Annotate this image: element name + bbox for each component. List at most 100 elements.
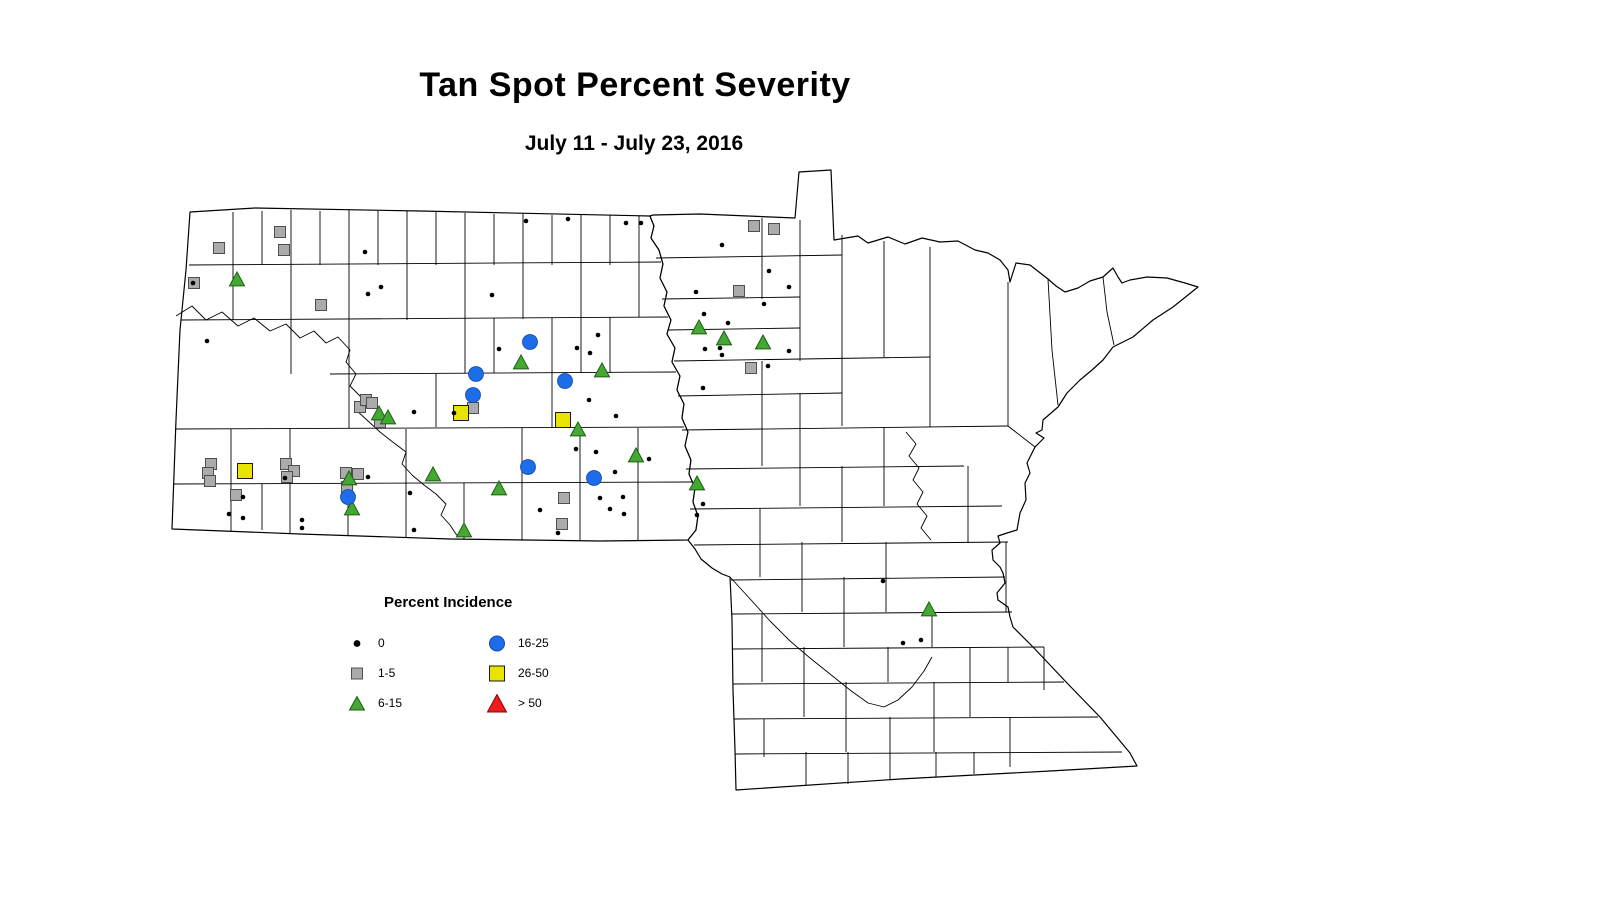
- legend: Percent Incidence 0 1-5 6-15 16-25: [340, 588, 620, 728]
- marker-squares_1_5: [274, 226, 286, 238]
- marker-squares_1_5: [558, 492, 570, 504]
- marker-dots_0: [623, 220, 629, 226]
- marker-squares_1_5: [278, 244, 290, 256]
- marker-squares_26_50: [237, 463, 253, 479]
- marker-triangles_6_15: [512, 353, 530, 370]
- marker-dots_0: [786, 284, 792, 290]
- incidence-1-5-square-icon: [351, 667, 363, 679]
- figure-title: Tan Spot Percent Severity: [419, 66, 851, 104]
- marker-dots_0: [613, 413, 619, 419]
- legend-label: 0: [378, 636, 385, 650]
- marker-squares_1_5: [733, 285, 745, 297]
- north-dakota-counties: [172, 210, 693, 541]
- marker-circles_16_25: [557, 373, 573, 389]
- state-outlines: [171, 169, 1199, 791]
- marker-dots_0: [240, 515, 246, 521]
- marker-circles_16_25: [520, 459, 536, 475]
- marker-dots_0: [574, 345, 580, 351]
- legend-label: > 50: [518, 696, 542, 710]
- marker-dots_0: [597, 495, 603, 501]
- legend-label: 16-25: [518, 636, 549, 650]
- marker-squares_1_5: [315, 299, 327, 311]
- marker-triangles_6_15: [593, 361, 611, 378]
- marker-dots_0: [694, 512, 700, 518]
- marker-dots_0: [378, 284, 384, 290]
- marker-dots_0: [595, 332, 601, 338]
- marker-dots_0: [646, 456, 652, 462]
- marker-dots_0: [204, 338, 210, 344]
- marker-dots_0: [365, 291, 371, 297]
- marker-dots_0: [638, 220, 644, 226]
- marker-dots_0: [282, 475, 288, 481]
- marker-triangles_6_15: [688, 474, 706, 491]
- marker-squares_26_50: [555, 412, 571, 428]
- marker-dots_0: [299, 517, 305, 523]
- legend-label: 1-5: [378, 666, 396, 680]
- marker-dots_0: [489, 292, 495, 298]
- marker-dots_0: [362, 249, 368, 255]
- marker-triangles_6_15: [379, 408, 397, 425]
- incidence-6-15-triangle-icon: [348, 694, 366, 710]
- legend-item-16-25: 16-25: [486, 633, 549, 653]
- legend-item-1-5: 1-5: [346, 663, 395, 683]
- marker-dots_0: [702, 346, 708, 352]
- marker-dots_0: [761, 301, 767, 307]
- marker-triangles_6_15: [627, 446, 645, 463]
- marker-dots_0: [701, 311, 707, 317]
- marker-triangles_6_15: [490, 479, 508, 496]
- incidence-26-50-square-icon: [489, 665, 505, 681]
- minnesota-outline: [649, 169, 1199, 791]
- minnesota-river-line: [729, 576, 933, 708]
- marker-triangles_6_15: [455, 521, 473, 538]
- missouri-river-line: [175, 305, 459, 538]
- marker-dots_0: [593, 449, 599, 455]
- incidence-16-25-circle-icon: [489, 635, 505, 651]
- incidence-0-dot-icon: [353, 639, 361, 647]
- marker-dots_0: [586, 397, 592, 403]
- marker-dots_0: [299, 525, 305, 531]
- marker-triangles_6_15: [424, 465, 442, 482]
- marker-squares_1_5: [213, 242, 225, 254]
- marker-triangles_6_15: [343, 499, 361, 516]
- marker-dots_0: [365, 474, 371, 480]
- marker-dots_0: [565, 216, 571, 222]
- marker-triangles_6_15: [754, 333, 772, 350]
- marker-dots_0: [620, 494, 626, 500]
- marker-squares_1_5: [280, 458, 292, 470]
- marker-dots_0: [786, 348, 792, 354]
- marker-dots_0: [700, 385, 706, 391]
- legend-title: Percent Incidence: [384, 594, 513, 611]
- marker-dots_0: [880, 578, 886, 584]
- marker-dots_0: [411, 409, 417, 415]
- marker-dots_0: [555, 530, 561, 536]
- minnesota-counties: [655, 218, 1123, 785]
- marker-dots_0: [607, 506, 613, 512]
- marker-dots_0: [496, 346, 502, 352]
- mississippi-river-line: [905, 431, 932, 541]
- marker-triangles_6_15: [228, 270, 246, 287]
- marker-dots_0: [719, 352, 725, 358]
- marker-circles_16_25: [522, 334, 538, 350]
- marker-squares_1_5: [352, 468, 364, 480]
- marker-triangles_6_15: [340, 469, 358, 486]
- marker-triangles_6_15: [370, 404, 388, 421]
- marker-triangles_6_15: [690, 318, 708, 335]
- marker-dots_0: [537, 507, 543, 513]
- marker-dots_0: [523, 218, 529, 224]
- marker-dots_0: [240, 494, 246, 500]
- north-dakota-outline: [171, 207, 699, 542]
- marker-dots_0: [587, 350, 593, 356]
- marker-squares_1_5: [230, 489, 242, 501]
- marker-squares_1_5: [467, 402, 479, 414]
- incidence-gt-50-triangle-icon: [486, 693, 508, 712]
- marker-dots_0: [900, 640, 906, 646]
- legend-item-26-50: 26-50: [486, 663, 549, 683]
- marker-dots_0: [725, 320, 731, 326]
- marker-squares_1_5: [366, 397, 378, 409]
- marker-dots_0: [407, 490, 413, 496]
- marker-circles_16_25: [465, 387, 481, 403]
- marker-dots_0: [190, 280, 196, 286]
- marker-dots_0: [693, 289, 699, 295]
- legend-item-6-15: 6-15: [346, 693, 402, 713]
